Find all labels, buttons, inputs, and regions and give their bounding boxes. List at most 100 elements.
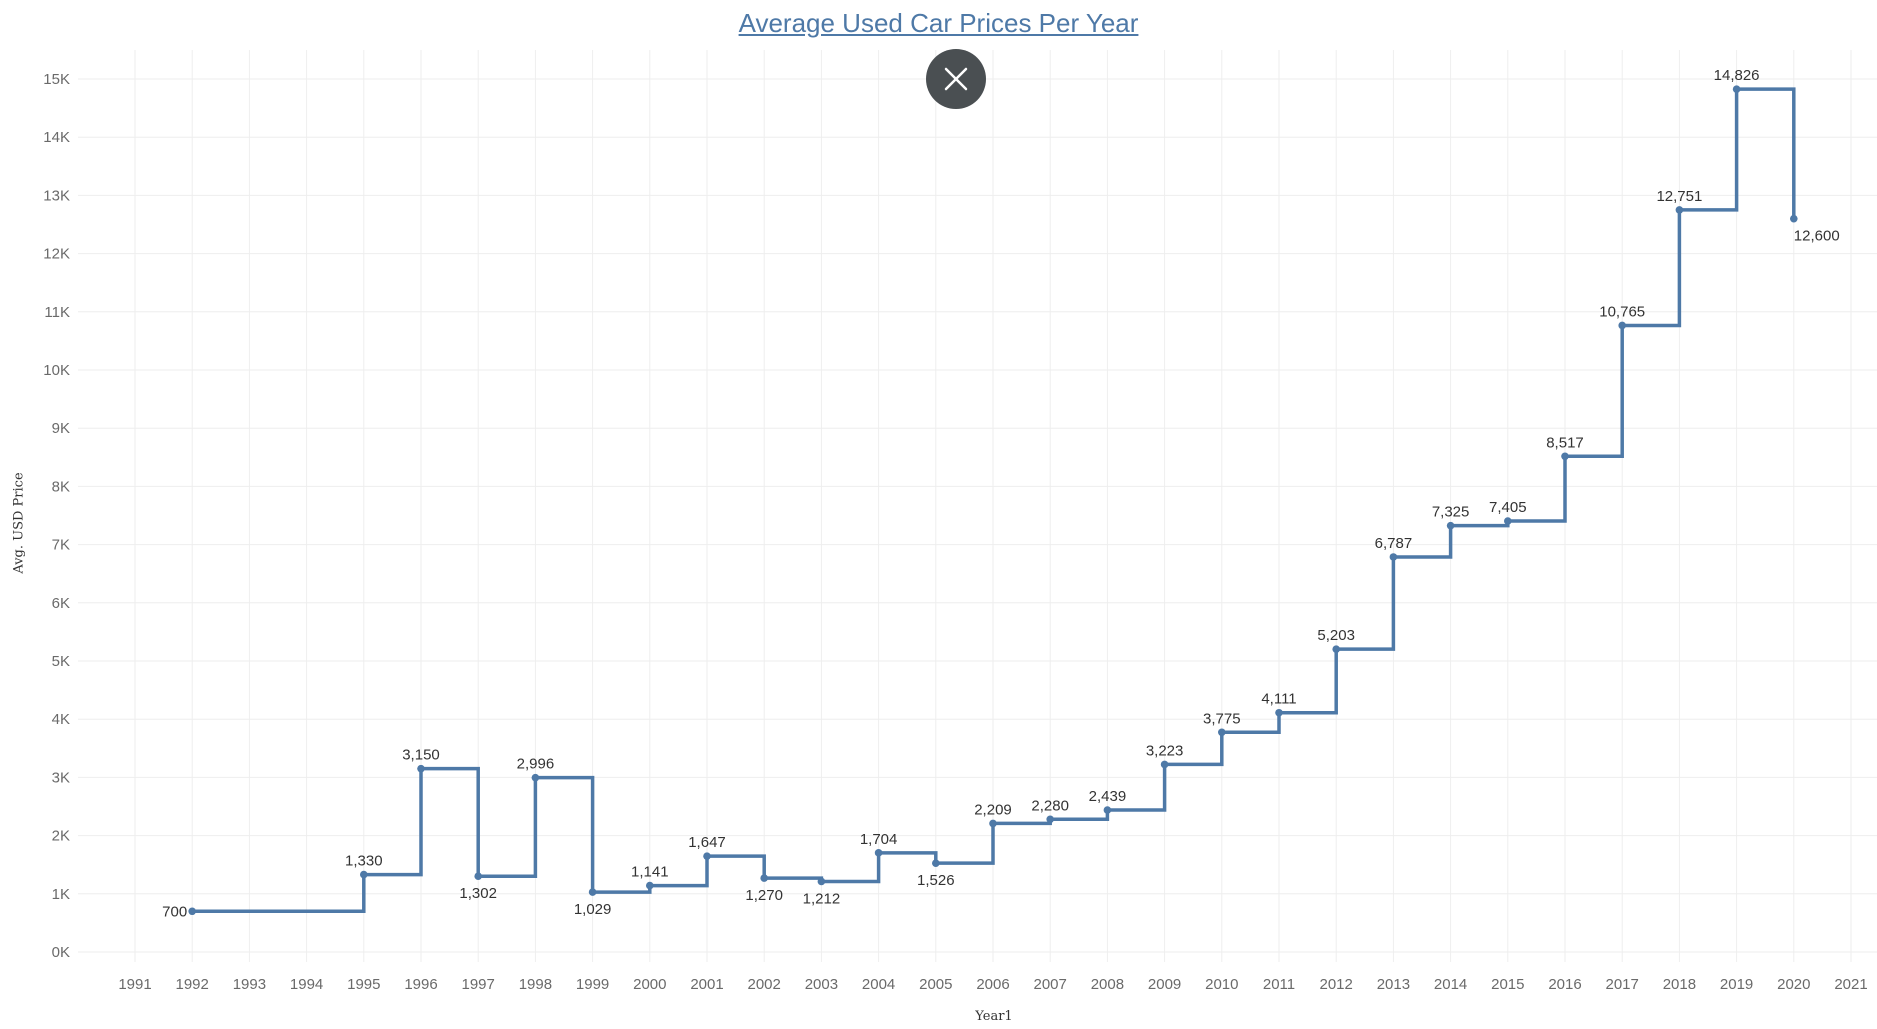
x-tick-label: 1994 bbox=[290, 976, 323, 993]
data-point[interactable] bbox=[1790, 214, 1798, 223]
y-tick-label: 0K bbox=[52, 944, 70, 961]
x-tick-label: 2014 bbox=[1434, 976, 1467, 993]
x-tick-label: 2007 bbox=[1034, 976, 1067, 993]
data-point[interactable] bbox=[417, 764, 425, 773]
data-point[interactable] bbox=[703, 852, 711, 860]
data-label: 7,405 bbox=[1489, 499, 1527, 516]
x-tick-label: 1996 bbox=[404, 976, 437, 993]
x-tick-label: 2009 bbox=[1148, 976, 1181, 993]
data-point[interactable] bbox=[588, 888, 597, 896]
data-point[interactable] bbox=[474, 872, 483, 881]
x-tick-label: 2021 bbox=[1834, 976, 1867, 993]
data-label: 8,517 bbox=[1546, 434, 1584, 451]
data-label: 1,302 bbox=[459, 885, 497, 902]
y-tick-label: 5K bbox=[52, 653, 70, 670]
y-tick-label: 10K bbox=[43, 362, 70, 379]
data-point[interactable] bbox=[760, 874, 768, 882]
data-point[interactable] bbox=[1675, 206, 1684, 214]
y-axis-title: Avg. USD Price bbox=[11, 472, 27, 574]
x-tick-label: 2013 bbox=[1377, 976, 1410, 993]
x-tick-label: 1999 bbox=[576, 976, 609, 993]
x-tick-label: 1995 bbox=[347, 976, 380, 993]
data-label: 1,141 bbox=[631, 864, 669, 881]
data-point[interactable] bbox=[874, 849, 883, 857]
data-label: 3,223 bbox=[1146, 742, 1184, 759]
y-tick-label: 8K bbox=[52, 478, 70, 495]
data-label: 1,270 bbox=[745, 887, 783, 904]
data-label: 2,280 bbox=[1031, 797, 1069, 814]
data-label: 4,111 bbox=[1261, 691, 1296, 708]
data-point[interactable] bbox=[817, 877, 826, 886]
x-tick-label: 2010 bbox=[1205, 976, 1238, 993]
x-tick-label: 2018 bbox=[1663, 976, 1696, 993]
x-tick-label: 2019 bbox=[1720, 976, 1753, 993]
data-label: 1,647 bbox=[688, 834, 726, 851]
x-tick-label: 2020 bbox=[1777, 976, 1810, 993]
data-label: 700 bbox=[162, 903, 187, 920]
data-label: 3,150 bbox=[402, 747, 440, 764]
x-tick-label: 2002 bbox=[748, 976, 781, 993]
data-point[interactable] bbox=[1446, 521, 1455, 530]
close-button[interactable] bbox=[926, 49, 986, 109]
x-tick-label: 1998 bbox=[519, 976, 552, 993]
data-label: 14,826 bbox=[1714, 67, 1760, 84]
data-point[interactable] bbox=[531, 773, 540, 782]
x-tick-label: 2016 bbox=[1548, 976, 1581, 993]
x-tick-label: 2006 bbox=[976, 976, 1009, 993]
x-tick-label: 2005 bbox=[919, 976, 952, 993]
y-tick-label: 9K bbox=[52, 420, 70, 437]
data-point[interactable] bbox=[932, 859, 940, 867]
data-point[interactable] bbox=[1046, 815, 1054, 824]
x-tick-label: 2011 bbox=[1263, 976, 1295, 993]
data-point[interactable] bbox=[1504, 517, 1512, 525]
y-tick-label: 12K bbox=[43, 246, 70, 263]
data-label: 2,439 bbox=[1089, 788, 1127, 805]
data-point[interactable] bbox=[1218, 728, 1226, 737]
data-label: 1,212 bbox=[803, 890, 841, 907]
data-point[interactable] bbox=[1618, 321, 1626, 330]
data-point[interactable] bbox=[360, 870, 368, 879]
data-label: 7,325 bbox=[1432, 504, 1470, 521]
data-label: 1,330 bbox=[345, 853, 383, 870]
y-tick-label: 15K bbox=[43, 71, 70, 88]
chart-title[interactable]: Average Used Car Prices Per Year bbox=[738, 8, 1139, 38]
data-point[interactable] bbox=[1103, 806, 1112, 814]
data-label: 1,704 bbox=[860, 831, 898, 848]
x-tick-label: 2008 bbox=[1091, 976, 1124, 993]
x-tick-label: 2000 bbox=[633, 976, 666, 993]
data-label: 6,787 bbox=[1375, 535, 1413, 552]
x-tick-label: 2003 bbox=[805, 976, 838, 993]
x-tick-label: 2015 bbox=[1491, 976, 1524, 993]
x-tick-label: 1997 bbox=[462, 976, 495, 993]
y-tick-label: 3K bbox=[52, 769, 70, 786]
data-label: 3,775 bbox=[1203, 710, 1241, 727]
data-point[interactable] bbox=[1332, 645, 1340, 653]
data-point[interactable] bbox=[188, 907, 196, 916]
data-point[interactable] bbox=[1389, 553, 1398, 561]
data-label: 1,029 bbox=[574, 901, 612, 918]
data-label: 12,600 bbox=[1794, 228, 1840, 245]
y-tick-label: 1K bbox=[52, 886, 70, 903]
x-tick-label: 2012 bbox=[1320, 976, 1353, 993]
data-point[interactable] bbox=[1561, 452, 1569, 461]
data-label: 10,765 bbox=[1599, 303, 1645, 320]
data-point[interactable] bbox=[1275, 708, 1283, 717]
x-axis-title: Year1 bbox=[975, 1009, 1013, 1024]
y-tick-label: 7K bbox=[52, 537, 70, 554]
data-label: 5,203 bbox=[1317, 627, 1355, 644]
y-tick-label: 4K bbox=[52, 711, 70, 728]
x-tick-label: 2004 bbox=[862, 976, 895, 993]
x-tick-label: 2017 bbox=[1606, 976, 1639, 993]
y-tick-label: 6K bbox=[52, 595, 70, 612]
data-label: 2,996 bbox=[517, 756, 555, 773]
y-tick-label: 11K bbox=[44, 304, 70, 321]
data-point[interactable] bbox=[646, 881, 654, 890]
data-point[interactable] bbox=[1732, 85, 1741, 93]
close-x-icon bbox=[944, 67, 968, 91]
x-tick-label: 1993 bbox=[233, 976, 266, 993]
data-point[interactable] bbox=[1160, 760, 1169, 769]
data-label: 12,751 bbox=[1656, 188, 1702, 205]
data-label: 1,526 bbox=[917, 872, 955, 889]
data-point[interactable] bbox=[989, 819, 997, 828]
